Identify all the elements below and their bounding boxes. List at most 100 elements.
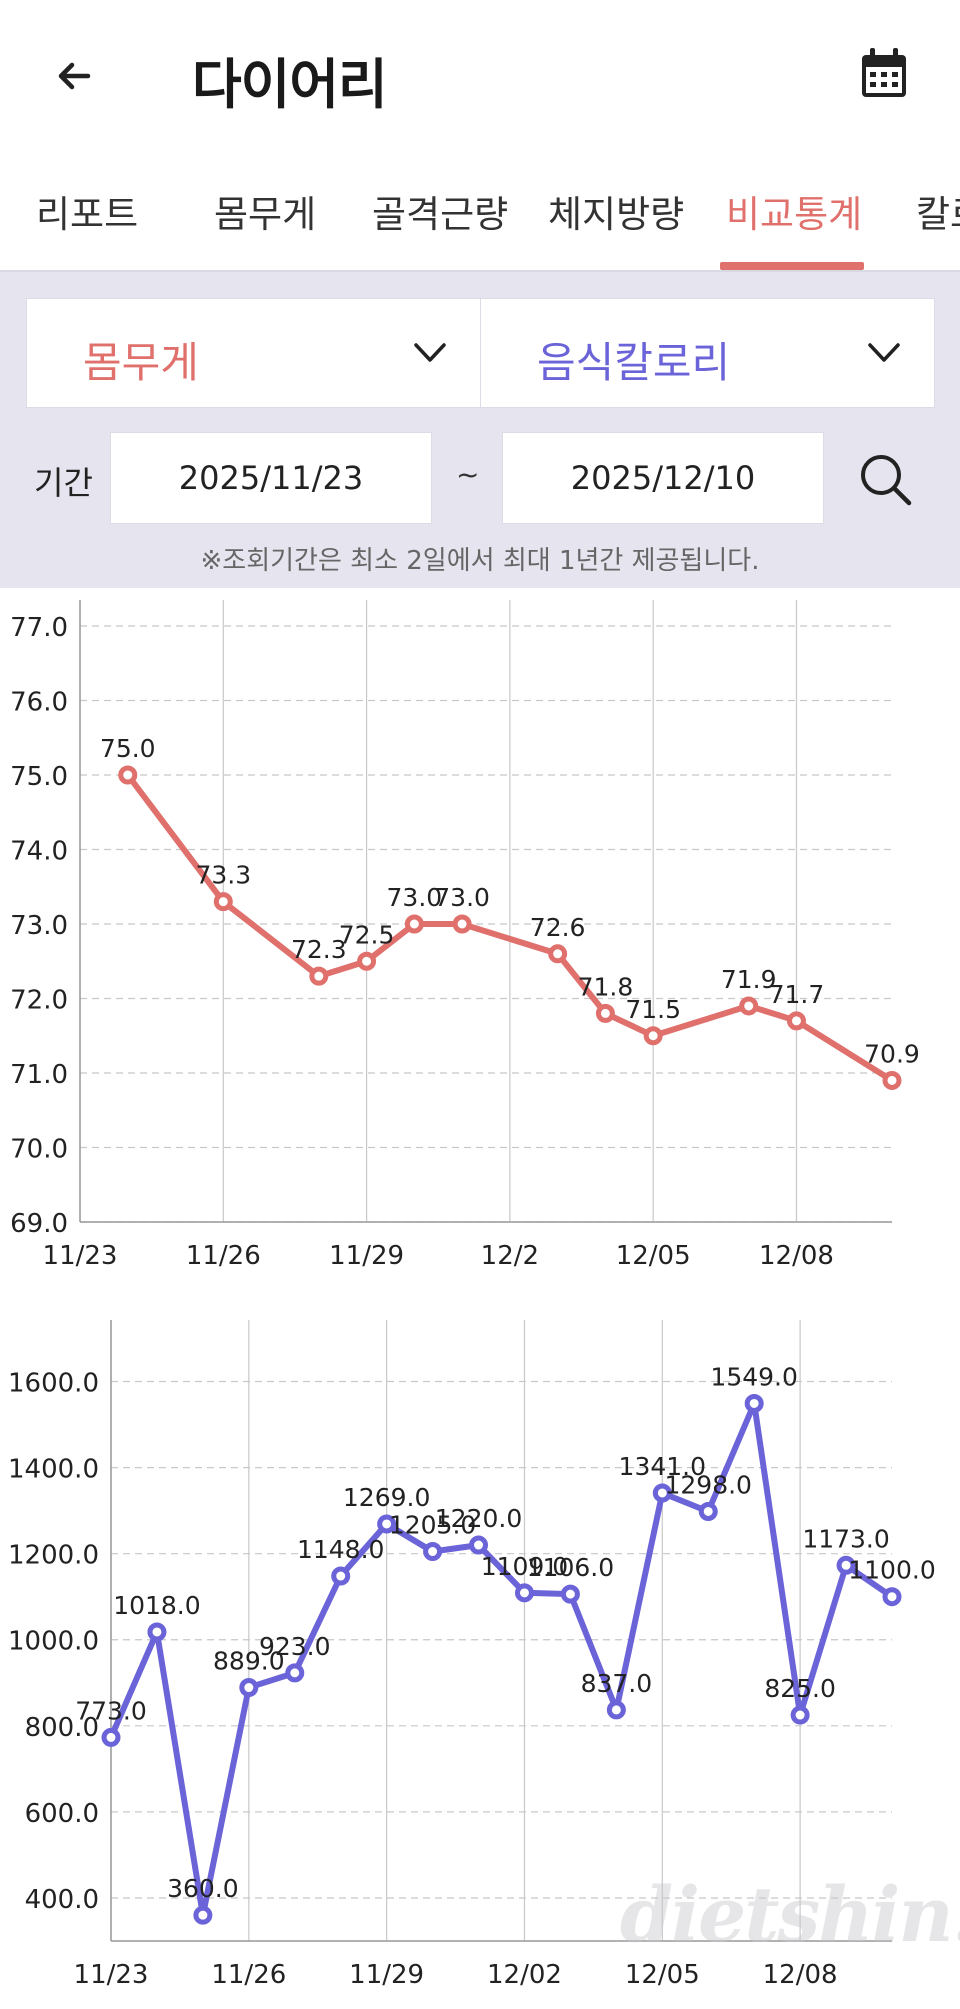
chart2-x-tick-label: 12/08: [763, 1960, 838, 1990]
tab-calorie[interactable]: 칼로: [916, 193, 960, 236]
chart1-data-point: [643, 1026, 663, 1046]
left-metric-select[interactable]: 몸무게: [26, 298, 481, 408]
chart2-data-point: [285, 1663, 305, 1683]
chart2-y-tick-label: 600.0: [25, 1799, 99, 1829]
right-metric-select[interactable]: 음식칼로리: [480, 298, 935, 408]
chart2-data-label: 825.0: [764, 1674, 836, 1703]
chart1-x-tick-label: 11/26: [186, 1241, 261, 1271]
chart1-data-label: 73.3: [195, 861, 251, 890]
chart2-data-label: 1018.0: [113, 1591, 200, 1620]
chart1-y-tick-label: 69.0: [10, 1209, 68, 1239]
chart1-data-label: 71.7: [769, 980, 825, 1009]
chart1-x-tick-label: 12/05: [616, 1241, 691, 1271]
chart2-data-label: 1205.0: [389, 1511, 476, 1540]
chart1-y-tick-label: 70.0: [10, 1135, 68, 1165]
chart2-data-point: [790, 1705, 810, 1725]
chart2-y-tick-label: 800.0: [25, 1713, 99, 1743]
site-watermark: dietshin.com: [620, 1870, 960, 1959]
chart2-data-point: [698, 1501, 718, 1521]
weight-chart: 69.0 70.0 71.0 72.0 73.0 74.0 75.0 76.0 77.0 11/2…: [0, 600, 960, 1280]
chart2-data-label: 889.0: [213, 1647, 285, 1676]
search-icon: [861, 455, 912, 506]
chart2-data-point: [744, 1393, 764, 1413]
chart2-data-point: [882, 1587, 902, 1607]
chart1-data-point: [118, 765, 138, 785]
tab-body-fat[interactable]: 체지방량: [548, 193, 685, 236]
tab-bar: 리포트 몸무게 골격근량 체지방량 비교통계 칼로: [0, 150, 960, 272]
chart1-y-tick-label: 72.0: [10, 986, 68, 1016]
chart1-y-tick-label: 74.0: [10, 837, 68, 867]
active-tab-indicator: [720, 262, 864, 270]
chart2-data-label: 1298.0: [664, 1470, 751, 1499]
chart1-data-label: 73.0: [434, 883, 490, 912]
chart2-data-point: [147, 1622, 167, 1642]
chart2-x-tick-label: 12/02: [487, 1960, 562, 1990]
tab-comparison-stats[interactable]: 비교통계: [726, 193, 863, 236]
chart1-data-label: 73.0: [387, 883, 443, 912]
calendar-button[interactable]: [858, 46, 910, 102]
chart1-data-label: 72.5: [339, 920, 395, 949]
chevron-down-icon: [414, 343, 446, 362]
chart2-data-label: 1220.0: [435, 1504, 522, 1533]
search-button[interactable]: [856, 450, 916, 510]
chart2-y-tick-label: 400.0: [25, 1885, 99, 1915]
calendar-icon: [862, 48, 906, 97]
chart2-data-point: [606, 1700, 626, 1720]
chart2-data-point: [652, 1483, 672, 1503]
chart2-data-point: [423, 1542, 443, 1562]
calorie-line-chart: 400.0 600.0 800.0 1000.0 1200.0 1400.0 1600.0 1…: [8, 1320, 936, 1990]
app-header: 다이어리: [0, 0, 960, 150]
tab-muscle-mass[interactable]: 골격근량: [372, 193, 509, 236]
chart2-data-point: [514, 1583, 534, 1603]
chart1-x-tick-label: 12/08: [759, 1241, 834, 1271]
chart2-x-tick-label: 11/23: [74, 1960, 149, 1990]
chart1-data-label: 71.9: [721, 965, 777, 994]
chart2-data-label: 1173.0: [802, 1524, 889, 1553]
back-button[interactable]: [50, 50, 102, 102]
chart1-data-point: [404, 914, 424, 934]
start-date-field[interactable]: 2025/11/23: [110, 432, 432, 524]
chart2-y-tick-label: 1200.0: [8, 1541, 99, 1571]
left-metric-value: 몸무게: [83, 338, 199, 387]
chart1-y-tick-label: 71.0: [10, 1060, 68, 1090]
chart2-data-point: [331, 1566, 351, 1586]
chart2-data-label: 1109.0: [481, 1552, 568, 1581]
chart2-data-label: 923.0: [259, 1632, 331, 1661]
chart2-x-tick-label: 12/05: [625, 1960, 700, 1990]
chart1-data-point: [213, 892, 233, 912]
tab-report[interactable]: 리포트: [36, 193, 139, 236]
chart1-data-label: 70.9: [864, 1039, 920, 1068]
chart2-data-label: 837.0: [581, 1669, 653, 1698]
chart1-data-label: 72.6: [530, 913, 586, 942]
chart2-data-point: [560, 1584, 580, 1604]
chart2-data-point: [101, 1727, 121, 1747]
chart2-data-label: 1106.0: [527, 1553, 614, 1582]
chart2-data-label: 1549.0: [710, 1362, 797, 1391]
chart1-data-label: 71.5: [625, 995, 681, 1024]
tab-weight[interactable]: 몸무게: [214, 193, 317, 236]
chart1-data-label: 71.8: [578, 972, 634, 1001]
chart1-data-point: [595, 1003, 615, 1023]
chart1-data-point: [309, 966, 329, 986]
chart2-data-point: [239, 1678, 259, 1698]
chart2-data-point: [836, 1555, 856, 1575]
chart1-data-point: [357, 951, 377, 971]
chart1-y-tick-label: 77.0: [10, 613, 68, 643]
chart2-data-point: [193, 1905, 213, 1925]
chart1-y-tick-label: 76.0: [10, 688, 68, 718]
chart2-data-label: 1269.0: [343, 1483, 430, 1512]
chart1-data-label: 75.0: [100, 734, 156, 763]
chart2-y-tick-label: 1600.0: [8, 1369, 99, 1399]
calorie-chart: 400.0 600.0 800.0 1000.0 1200.0 1400.0 1600.0 1…: [0, 1320, 960, 2009]
chart1-data-point: [786, 1011, 806, 1031]
chart2-y-tick-label: 1000.0: [8, 1627, 99, 1657]
right-metric-value: 음식칼로리: [537, 338, 731, 387]
chart1-data-point: [452, 914, 472, 934]
chart2-data-label: 1100.0: [848, 1556, 935, 1585]
end-date-field[interactable]: 2025/12/10: [502, 432, 824, 524]
chevron-down-icon: [868, 343, 900, 362]
chart1-data-point: [739, 996, 759, 1016]
chart1-y-tick-label: 75.0: [10, 762, 68, 792]
chart1-x-tick-label: 11/23: [43, 1241, 118, 1271]
chart2-data-label: 360.0: [167, 1874, 239, 1903]
